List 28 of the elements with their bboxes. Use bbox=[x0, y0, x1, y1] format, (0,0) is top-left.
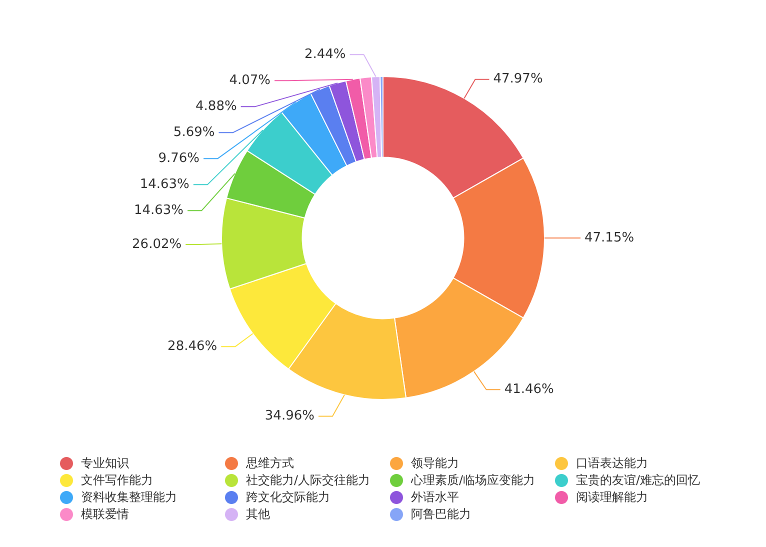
legend-label: 文件写作能力 bbox=[80, 473, 154, 488]
data-label: 2.44% bbox=[304, 47, 346, 62]
legend-label: 阅读理解能力 bbox=[575, 490, 649, 505]
legend-label: 资料收集整理能力 bbox=[80, 490, 178, 505]
data-label: 47.97% bbox=[493, 72, 543, 87]
legend-label: 社交能力/人际交往能力 bbox=[245, 473, 372, 488]
legend-label: 领导能力 bbox=[410, 456, 460, 471]
legend-label: 阿鲁巴能力 bbox=[410, 507, 472, 522]
data-label: 9.76% bbox=[158, 151, 200, 166]
legend-label: 思维方式 bbox=[245, 456, 295, 471]
data-label: 4.88% bbox=[196, 99, 237, 114]
data-label: 5.69% bbox=[173, 125, 215, 140]
legend-label: 跨文化交际能力 bbox=[245, 490, 331, 505]
legend-label: 宝贵的友谊/难忘的回忆 bbox=[575, 473, 702, 488]
legend-label: 口语表达能力 bbox=[575, 456, 649, 471]
legend-label: 模联爱情 bbox=[80, 507, 130, 522]
data-label: 28.46% bbox=[168, 339, 218, 354]
data-label: 14.63% bbox=[134, 203, 184, 218]
data-label: 34.96% bbox=[264, 408, 314, 424]
legend-label: 心理素质/临场应变能力 bbox=[410, 473, 536, 488]
legend-label: 专业知识 bbox=[80, 456, 130, 471]
data-label: 26.02% bbox=[132, 236, 182, 252]
data-label: 14.63% bbox=[140, 177, 190, 192]
data-label: 41.46% bbox=[504, 382, 554, 398]
data-label: 4.07% bbox=[229, 73, 271, 88]
legend-label: 其他 bbox=[245, 507, 271, 522]
legend-label: 外语水平 bbox=[410, 490, 460, 505]
data-label: 47.15% bbox=[584, 230, 634, 246]
